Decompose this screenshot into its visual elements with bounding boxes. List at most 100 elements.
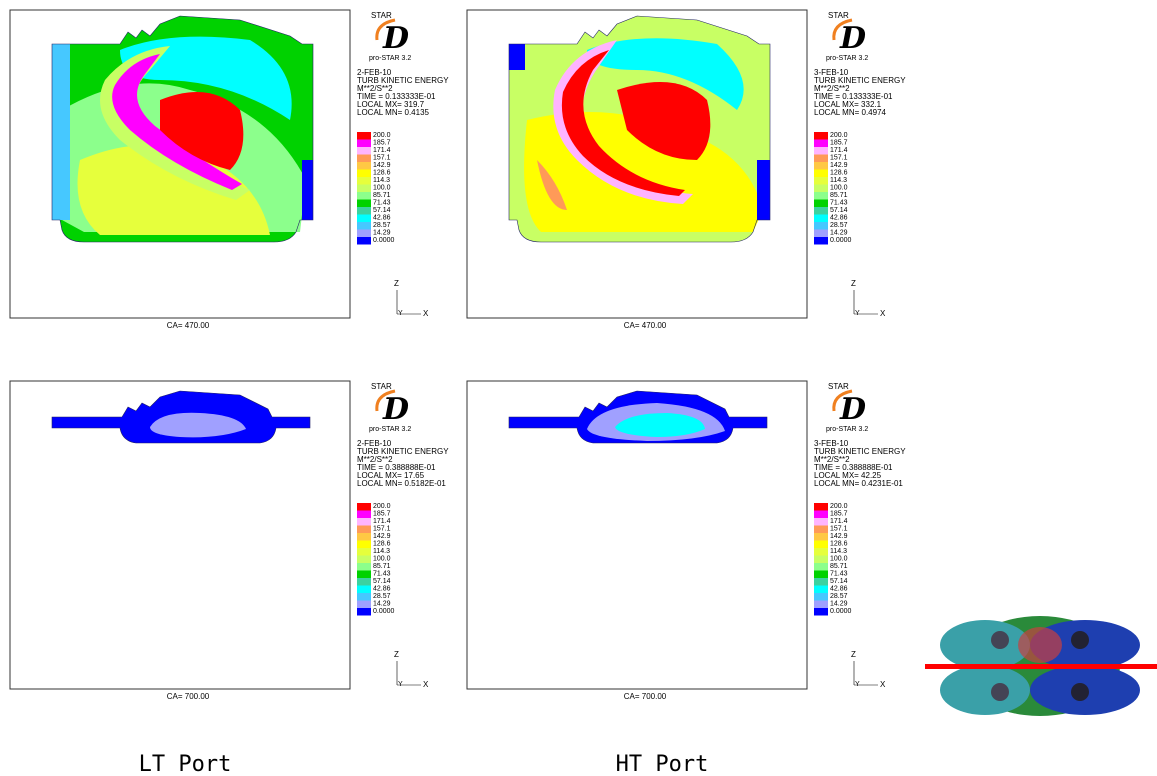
legend-swatch [814, 563, 828, 571]
legend-label: 142.9 [830, 533, 848, 540]
legend-swatch [814, 200, 828, 208]
legend-label: 200.0 [373, 503, 391, 510]
legend-swatch [357, 177, 371, 185]
axis-label: X [880, 680, 886, 689]
legend-swatch [357, 185, 371, 193]
legend-swatch [357, 503, 371, 511]
crank-angle: CA= 700.00 [167, 692, 210, 701]
legend-label: 114.3 [830, 548, 847, 555]
legend-label: 185.7 [373, 139, 391, 146]
legend-swatch [357, 207, 371, 215]
legend-label: 142.9 [373, 162, 391, 169]
legend-swatch [814, 586, 828, 594]
legend-swatch [357, 192, 371, 200]
info-line: LOCAL MN= 0.5182E-01 [357, 479, 446, 488]
legend-label: 57.14 [373, 207, 391, 214]
axis-label: Y [855, 310, 860, 317]
logo-letter: D [382, 392, 409, 427]
legend-swatch [357, 215, 371, 223]
axis-label: X [423, 680, 429, 689]
legend-swatch [814, 548, 828, 556]
legend-label: 0.0000 [830, 608, 852, 615]
axis-label: X [880, 309, 886, 318]
logo-star: STAR [371, 382, 392, 391]
legend-label: 128.6 [830, 540, 848, 547]
legend-label: 100.0 [830, 184, 848, 191]
legend-label: 185.7 [830, 139, 848, 146]
legend-swatch [357, 593, 371, 601]
legend-label: 57.14 [373, 578, 391, 585]
legend-swatch [357, 548, 371, 556]
legend-swatch [814, 230, 828, 238]
legend-swatch [357, 533, 371, 541]
legend-label: 114.3 [373, 548, 390, 555]
legend-swatch [814, 207, 828, 215]
contour-region [509, 44, 525, 70]
logo-letter: D [839, 21, 866, 56]
legend-label: 100.0 [830, 555, 848, 562]
legend-swatch [814, 155, 828, 163]
info-line: LOCAL MN= 0.4974 [814, 108, 887, 117]
legend-label: 157.1 [830, 154, 848, 161]
legend-swatch [814, 162, 828, 170]
axis-label: Z [394, 279, 399, 288]
legend-label: 0.0000 [373, 608, 395, 615]
axis-label: Z [394, 650, 399, 659]
legend-swatch [357, 601, 371, 609]
port-mesh-image [925, 616, 1157, 716]
legend-label: 0.0000 [830, 237, 852, 244]
figure: LT Port HT Port CA= 470.00STARDpro-STAR … [0, 0, 1157, 776]
crank-angle: CA= 470.00 [624, 321, 667, 330]
legend-label: 128.6 [373, 540, 391, 547]
legend-label: 200.0 [830, 132, 848, 139]
legend-label: 200.0 [830, 503, 848, 510]
legend-label: 171.4 [830, 518, 848, 525]
axis-label: Y [855, 681, 860, 688]
legend-label: 171.4 [373, 147, 391, 154]
legend-label: 157.1 [373, 154, 391, 161]
contour-plot [52, 16, 313, 242]
legend-swatch [357, 140, 371, 148]
legend-label: 14.29 [830, 600, 848, 607]
legend-swatch [357, 132, 371, 140]
axis-label: X [423, 309, 429, 318]
legend-swatch [814, 147, 828, 155]
axis-label: Y [398, 310, 403, 317]
legend-swatch [357, 237, 371, 245]
legend-label: 42.86 [830, 585, 848, 592]
legend-label: 114.3 [830, 177, 847, 184]
legend-label: 28.57 [373, 593, 391, 600]
caption: HT Port [616, 752, 709, 776]
caption: LT Port [139, 752, 232, 776]
logo-star: STAR [828, 11, 849, 20]
legend-swatch [357, 200, 371, 208]
legend-label: 171.4 [373, 518, 391, 525]
axis-label: Y [398, 681, 403, 688]
legend-swatch [814, 222, 828, 230]
legend-swatch [814, 511, 828, 519]
legend-label: 185.7 [830, 510, 848, 517]
legend-swatch [357, 608, 371, 616]
legend-label: 100.0 [373, 555, 391, 562]
legend-swatch [357, 170, 371, 178]
legend-swatch [357, 230, 371, 238]
logo-star: STAR [371, 11, 392, 20]
legend-swatch [814, 533, 828, 541]
legend-label: 14.29 [373, 229, 391, 236]
legend-swatch [814, 503, 828, 511]
legend-label: 14.29 [373, 600, 391, 607]
legend-swatch [814, 593, 828, 601]
legend-swatch [357, 541, 371, 549]
info-line: LOCAL MN= 0.4135 [357, 108, 430, 117]
legend-label: 57.14 [830, 207, 848, 214]
legend-label: 114.3 [373, 177, 390, 184]
legend-label: 85.71 [373, 192, 391, 199]
legend-swatch [357, 571, 371, 579]
legend-swatch [814, 177, 828, 185]
legend-swatch [814, 518, 828, 526]
legend-swatch [814, 132, 828, 140]
legend-swatch [357, 518, 371, 526]
